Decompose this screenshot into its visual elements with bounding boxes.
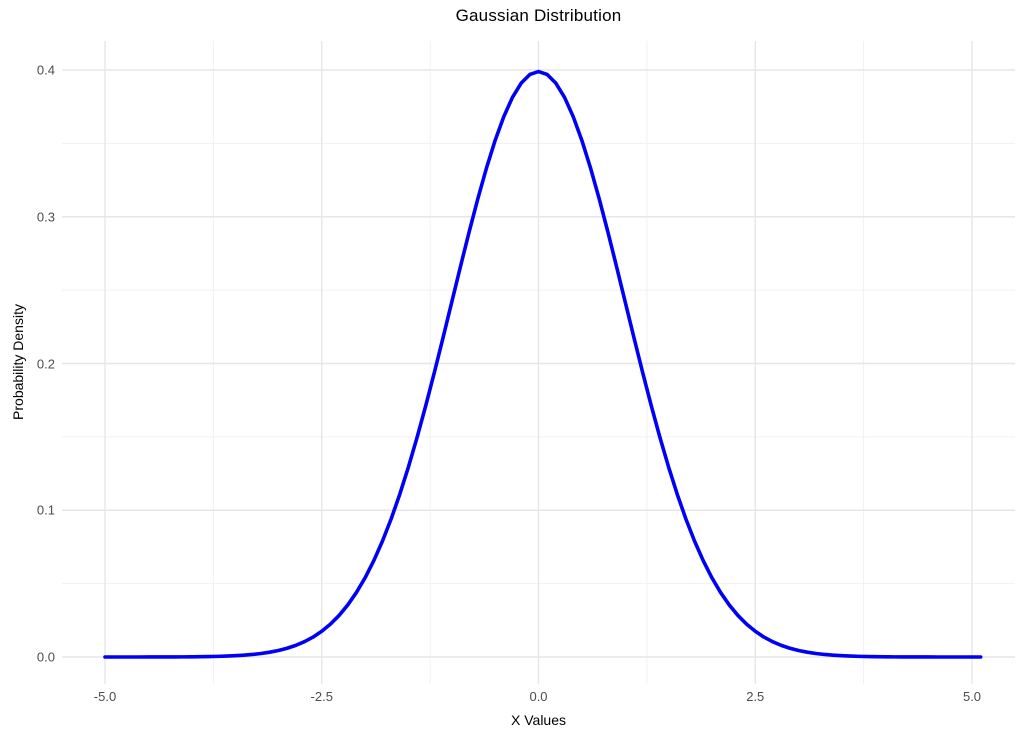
x-tick-label: -5.0 [93,689,117,704]
standard-normal-pdf-curve [103,69,983,659]
x-tick-label: 0.0 [529,689,548,704]
chart-title: Gaussian Distribution [455,6,622,25]
x-axis-title: X Values [511,712,566,728]
y-tick-label: 0.1 [36,502,55,518]
y-tick-label: 0.2 [36,356,55,371]
x-tick-label: 2.5 [746,689,765,704]
x-tick-label: -2.5 [310,689,333,704]
x-tick-label: 5.0 [962,689,982,704]
y-tick-label: 0.4 [36,62,55,78]
y-tick-label: 0.3 [36,209,55,225]
y-axis-title: Probability Density [10,304,26,420]
y-tick-label: 0.0 [36,649,55,665]
